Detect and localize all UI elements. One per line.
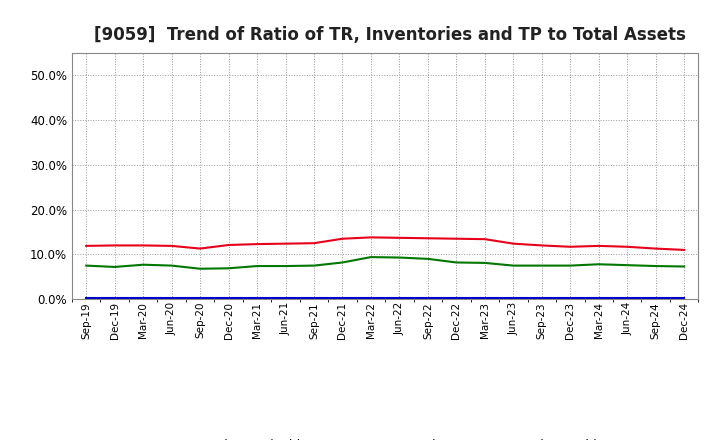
Inventories: [366, 296, 375, 301]
Text: [9059]  Trend of Ratio of TR, Inventories and TP to Total Assets: [9059] Trend of Ratio of TR, Inventories…: [94, 26, 685, 44]
Trade Receivables: [139, 243, 148, 248]
Trade Payables: [282, 264, 290, 269]
Trade Payables: [366, 254, 375, 260]
Inventories: [139, 296, 148, 301]
Trade Payables: [680, 264, 688, 269]
Trade Payables: [480, 260, 489, 266]
Inventories: [253, 296, 261, 301]
Trade Payables: [595, 262, 603, 267]
Legend: Trade Receivables, Inventories, Trade Payables: Trade Receivables, Inventories, Trade Pa…: [155, 433, 616, 440]
Inventories: [680, 296, 688, 301]
Inventories: [423, 296, 432, 301]
Line: Trade Receivables: Trade Receivables: [86, 237, 684, 250]
Trade Payables: [509, 263, 518, 268]
Inventories: [537, 296, 546, 301]
Inventories: [167, 296, 176, 301]
Trade Payables: [423, 256, 432, 261]
Inventories: [110, 296, 119, 301]
Trade Payables: [452, 260, 461, 265]
Trade Receivables: [423, 236, 432, 241]
Inventories: [282, 296, 290, 301]
Inventories: [225, 296, 233, 301]
Trade Receivables: [509, 241, 518, 246]
Trade Payables: [225, 266, 233, 271]
Line: Trade Payables: Trade Payables: [86, 257, 684, 269]
Trade Payables: [82, 263, 91, 268]
Inventories: [652, 296, 660, 301]
Trade Payables: [395, 255, 404, 260]
Inventories: [338, 296, 347, 301]
Trade Receivables: [480, 237, 489, 242]
Trade Payables: [338, 260, 347, 265]
Trade Payables: [253, 264, 261, 269]
Trade Receivables: [395, 235, 404, 241]
Trade Payables: [623, 263, 631, 268]
Trade Receivables: [623, 244, 631, 249]
Inventories: [452, 296, 461, 301]
Inventories: [395, 296, 404, 301]
Trade Payables: [537, 263, 546, 268]
Trade Receivables: [282, 241, 290, 246]
Trade Payables: [139, 262, 148, 268]
Inventories: [623, 296, 631, 301]
Trade Payables: [167, 263, 176, 268]
Trade Receivables: [225, 242, 233, 248]
Trade Receivables: [566, 244, 575, 249]
Trade Payables: [652, 264, 660, 269]
Trade Receivables: [595, 243, 603, 249]
Trade Receivables: [652, 246, 660, 251]
Inventories: [595, 296, 603, 301]
Trade Receivables: [310, 241, 318, 246]
Trade Payables: [310, 263, 318, 268]
Inventories: [196, 296, 204, 301]
Trade Payables: [196, 266, 204, 271]
Inventories: [82, 296, 91, 301]
Trade Payables: [110, 264, 119, 270]
Trade Receivables: [110, 243, 119, 248]
Inventories: [480, 296, 489, 301]
Trade Receivables: [196, 246, 204, 251]
Inventories: [509, 296, 518, 301]
Trade Receivables: [452, 236, 461, 242]
Trade Receivables: [680, 247, 688, 253]
Inventories: [566, 296, 575, 301]
Trade Receivables: [366, 235, 375, 240]
Trade Payables: [566, 263, 575, 268]
Inventories: [310, 296, 318, 301]
Trade Receivables: [338, 236, 347, 242]
Trade Receivables: [167, 243, 176, 249]
Trade Receivables: [537, 243, 546, 248]
Trade Receivables: [82, 243, 91, 249]
Trade Receivables: [253, 242, 261, 247]
